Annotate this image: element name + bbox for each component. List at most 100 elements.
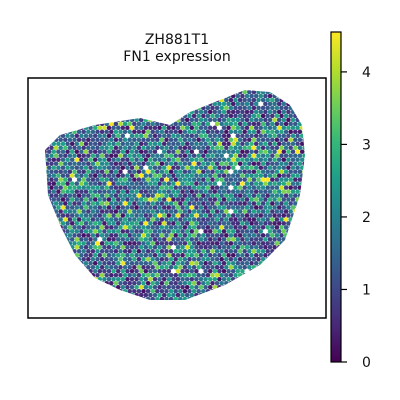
expression-spot [297, 177, 303, 182]
expression-spot [69, 181, 75, 186]
expression-spot [141, 185, 146, 190]
expression-spot [99, 209, 105, 214]
expression-spot [182, 193, 188, 198]
expression-spot [283, 177, 289, 182]
expression-spot [189, 117, 195, 123]
expression-spot [267, 165, 273, 170]
expression-spot [189, 205, 195, 210]
expression-spot [125, 173, 130, 178]
expression-spot [283, 185, 289, 190]
expression-spot [212, 173, 218, 178]
expression-spot [270, 209, 275, 214]
expression-spot [184, 229, 190, 234]
expression-spot [74, 181, 80, 186]
expression-spot [198, 237, 204, 242]
expression-spot [150, 288, 155, 294]
expression-spot [129, 221, 135, 226]
expression-spot [198, 284, 204, 290]
expression-spot [184, 141, 190, 147]
expression-spot [115, 276, 121, 282]
expression-spot [212, 245, 218, 250]
expression-spot [240, 149, 245, 154]
expression-spot [217, 149, 222, 154]
expression-spot [175, 253, 181, 258]
expression-spot [260, 145, 266, 151]
expression-spot [226, 157, 231, 162]
expression-spot [279, 153, 284, 158]
expression-spot [99, 265, 105, 270]
expression-spot [217, 205, 222, 210]
expression-spot [141, 121, 146, 127]
expression-spot [230, 117, 236, 123]
expression-spot [109, 185, 114, 190]
expression-spot [187, 217, 192, 222]
expression-spot [191, 137, 197, 143]
expression-spot [233, 129, 238, 135]
expression-spot [212, 117, 218, 123]
expression-spot [79, 133, 84, 139]
expression-spot [178, 257, 183, 262]
expression-spot [109, 193, 114, 198]
expression-spot [141, 201, 146, 206]
expression-spot [256, 185, 261, 190]
expression-spot [187, 265, 192, 270]
expression-spot [270, 233, 275, 238]
expression-spot [134, 141, 139, 147]
expression-spot [198, 181, 204, 186]
expression-spot [194, 221, 199, 226]
expression-spot [109, 257, 114, 262]
expression-spot [155, 169, 160, 174]
expression-spot [60, 181, 66, 186]
expression-spot [249, 245, 254, 250]
expression-spot [233, 209, 238, 214]
expression-spot [283, 121, 289, 127]
expression-spot [65, 221, 70, 226]
expression-spot [182, 129, 188, 135]
expression-spot [161, 253, 167, 258]
expression-spot [157, 229, 162, 234]
expression-spot [134, 261, 139, 266]
expression-spot [173, 288, 178, 294]
expression-spot [260, 257, 266, 262]
expression-spot [267, 205, 273, 210]
expression-spot [244, 101, 250, 107]
expression-spot [109, 201, 114, 206]
colorbar [330, 31, 342, 363]
expression-spot [265, 177, 270, 182]
expression-spot [270, 97, 275, 103]
expression-spot [263, 141, 268, 147]
expression-spot [161, 205, 167, 210]
expression-spot [290, 149, 296, 154]
expression-spot [267, 109, 273, 115]
expression-spot [129, 165, 135, 170]
expression-spot [265, 201, 270, 206]
expression-spot [86, 153, 91, 158]
expression-spot [99, 169, 105, 174]
expression-spot [74, 157, 80, 162]
expression-spot [283, 217, 289, 222]
expression-spot [122, 225, 128, 230]
expression-spot [150, 257, 155, 262]
expression-spot [92, 149, 98, 154]
expression-spot [173, 129, 178, 135]
expression-spot [184, 173, 190, 178]
expression-spot [95, 257, 100, 262]
expression-spot [253, 109, 259, 115]
expression-spot [189, 149, 195, 154]
expression-spot [228, 121, 234, 127]
expression-spot [155, 296, 160, 300]
expression-spot [224, 217, 229, 222]
expression-spot [279, 233, 284, 238]
expression-spot [184, 237, 190, 242]
expression-spot [272, 101, 277, 107]
expression-spot [102, 133, 107, 139]
expression-spot [274, 121, 280, 127]
expression-spot [267, 181, 273, 186]
expression-spot [161, 245, 167, 250]
expression-spot [67, 225, 73, 230]
expression-spot [217, 109, 222, 115]
expression-spot [272, 109, 277, 115]
expression-spot [115, 197, 121, 202]
expression-spot [88, 141, 93, 147]
